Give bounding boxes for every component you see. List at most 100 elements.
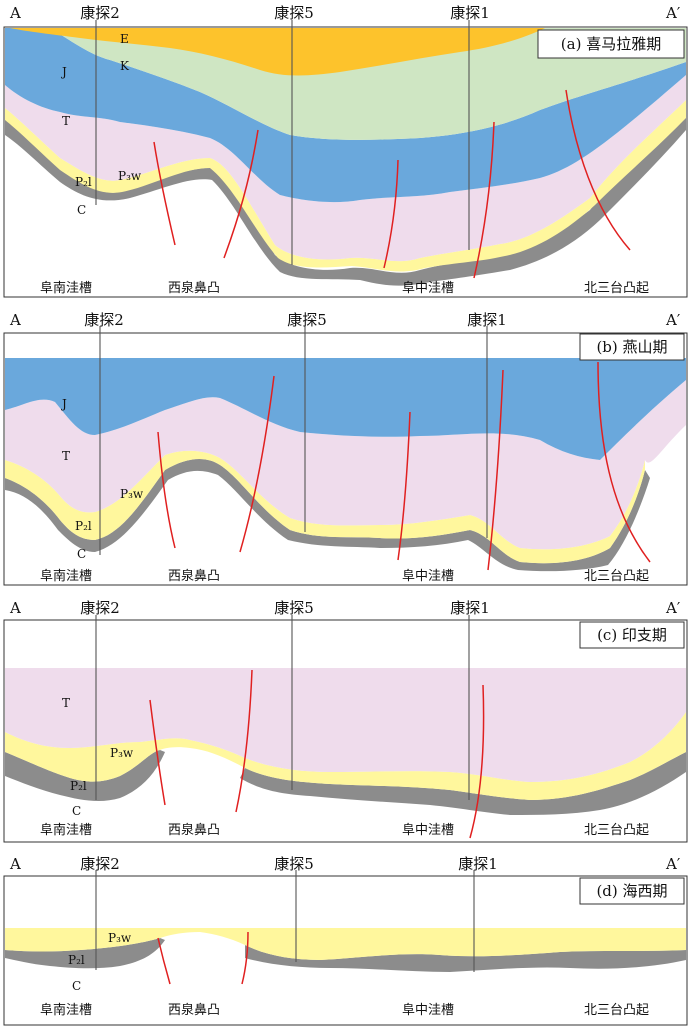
panel-c-layer-t xyxy=(5,668,686,782)
panel-a-unit-j: J xyxy=(60,65,67,79)
panel-a-fault-4 xyxy=(473,121,495,279)
panel-d-location-4: 北三台凸起 xyxy=(584,1003,649,1018)
panel-b-unit-j: J xyxy=(60,397,67,411)
panel-d-stage-box xyxy=(579,877,685,905)
panel-a-frame xyxy=(3,26,688,298)
panel-d-fault-2 xyxy=(241,931,249,985)
panel-a-stage-label: (a) 喜马拉雅期 xyxy=(561,35,661,53)
panel-c-well-label-1: 康探2 xyxy=(80,599,120,617)
panel-a-location-3: 阜中洼槽 xyxy=(402,280,454,296)
panel-a-fault-1 xyxy=(153,141,176,246)
panel-a-location-2: 西泉鼻凸 xyxy=(168,280,220,296)
panel-c-unit-t: T xyxy=(62,696,70,710)
panel-c-endpoint-left: A xyxy=(9,599,21,617)
panel-c-fault-1 xyxy=(149,699,166,806)
panel-a-unit-e: E xyxy=(120,32,129,46)
panel-c-layer-p3w xyxy=(5,712,686,800)
panel-b-unit-c: C xyxy=(77,547,86,561)
panel-d-endpoint-left: A xyxy=(9,855,21,873)
panel-a-well-label-2: 康探5 xyxy=(274,4,314,22)
panel-c-location-4: 北三台凸起 xyxy=(584,823,649,838)
panel-a-fault-3 xyxy=(383,159,399,269)
panel-d-well-label-2: 康探5 xyxy=(274,855,314,873)
panel-a-unit-c: C xyxy=(77,203,86,217)
panel-d-fault-1 xyxy=(157,937,171,985)
panel-a-layer-e xyxy=(10,28,545,76)
panel-d-unit-p3w: P₃w xyxy=(108,931,132,945)
panel-b-unit-t: T xyxy=(62,449,70,463)
panel-b: (b) 燕山期 康探2 康探5 康探1 A A′ J T P₃w P₂l C 阜… xyxy=(3,311,688,586)
panel-b-location-1: 阜南洼槽 xyxy=(40,568,92,584)
panel-a-well-label-1: 康探2 xyxy=(80,4,120,22)
panel-b-unit-p2l: P₂l xyxy=(75,519,92,533)
panel-a-layer-t xyxy=(5,75,686,262)
panel-c-layer-p2l xyxy=(5,750,686,815)
panel-b-layer-t xyxy=(5,380,686,550)
panel-d-well-label-1: 康探2 xyxy=(80,855,120,873)
panel-c-location-3: 阜中洼槽 xyxy=(402,822,454,838)
panel-d-layer-p2l xyxy=(5,938,686,972)
panel-c-well-label-3: 康探1 xyxy=(450,599,490,617)
panel-c-unit-c: C xyxy=(72,804,81,818)
panel-d-unit-c: C xyxy=(72,979,81,993)
panel-a-layer-j xyxy=(5,28,686,203)
panel-b-fault-3 xyxy=(397,411,411,561)
panel-b-stage-box xyxy=(579,333,685,361)
panel-d-well-label-3: 康探1 xyxy=(458,855,498,873)
panel-b-unit-p3w: P₃w xyxy=(120,487,144,501)
panel-c-unit-p2l: P₂l xyxy=(70,779,87,793)
panel-b-fault-4 xyxy=(487,369,504,571)
panel-c-frame xyxy=(3,619,688,843)
panel-c-endpoint-right: A′ xyxy=(665,599,681,617)
panel-a-layer-p3w xyxy=(5,100,686,272)
panel-b-layer-p2l xyxy=(5,458,650,572)
panel-a-stage-box xyxy=(537,29,685,59)
panel-a-unit-k: K xyxy=(120,59,130,73)
panel-c-stage-label: (c) 印支期 xyxy=(597,626,667,644)
panel-d-location-2: 西泉鼻凸 xyxy=(168,1002,220,1018)
panel-d-layer-p3w xyxy=(5,928,686,960)
panel-c-stage-box xyxy=(579,621,685,649)
panel-b-fault-2 xyxy=(239,375,275,553)
panel-b-frame xyxy=(3,332,688,586)
panel-b-stage-label: (b) 燕山期 xyxy=(596,338,667,356)
panel-a-endpoint-right: A′ xyxy=(665,4,681,22)
panel-d-location-1: 阜南洼槽 xyxy=(40,1002,92,1018)
panel-d-frame xyxy=(3,875,688,1026)
panel-b-fault-5 xyxy=(597,361,651,563)
panel-a-unit-p3w: P₃w xyxy=(118,169,142,183)
panel-c-location-2: 西泉鼻凸 xyxy=(168,822,220,838)
panel-c-location-1: 阜南洼槽 xyxy=(40,822,92,838)
panel-a: (a) 喜马拉雅期 康探2 康探5 康探1 A A′ E K J T P₃w P… xyxy=(3,4,688,298)
panel-b-well-label-2: 康探5 xyxy=(287,311,327,329)
panel-b-layer-p3w xyxy=(5,450,645,564)
panel-a-fault-2 xyxy=(223,129,259,259)
panel-c-well-label-2: 康探5 xyxy=(274,599,314,617)
panel-b-layer-j xyxy=(5,358,686,460)
panel-d-location-3: 阜中洼槽 xyxy=(402,1002,454,1018)
panel-a-layer-k xyxy=(50,28,686,140)
panel-b-endpoint-left: A xyxy=(9,311,21,329)
panel-d-stage-label: (d) 海西期 xyxy=(596,882,667,900)
panel-b-location-4: 北三台凸起 xyxy=(584,569,649,584)
panel-c: (c) 印支期 康探2 康探5 康探1 A A′ T P₃w P₂l C 阜南洼… xyxy=(3,599,688,843)
panel-b-well-label-3: 康探1 xyxy=(467,311,507,329)
panel-a-fault-5 xyxy=(565,89,631,251)
panel-c-unit-p3w: P₃w xyxy=(110,746,134,760)
panel-a-unit-t: T xyxy=(62,114,70,128)
panel-b-location-2: 西泉鼻凸 xyxy=(168,568,220,584)
panel-b-location-3: 阜中洼槽 xyxy=(402,568,454,584)
panel-a-unit-p2l: P₂l xyxy=(75,175,92,189)
panel-c-fault-2 xyxy=(235,669,253,813)
panel-d: (d) 海西期 康探2 康探5 康探1 A A′ P₃w P₂l C 阜南洼槽 … xyxy=(3,855,688,1026)
panel-a-location-1: 阜南洼槽 xyxy=(40,280,92,296)
panel-b-well-label-1: 康探2 xyxy=(84,311,124,329)
panel-b-fault-1 xyxy=(157,431,176,549)
panel-a-well-label-3: 康探1 xyxy=(450,4,490,22)
panel-a-endpoint-left: A xyxy=(9,4,21,22)
panel-a-location-4: 北三台凸起 xyxy=(584,281,649,296)
panel-d-endpoint-right: A′ xyxy=(665,855,681,873)
panel-d-unit-p2l: P₂l xyxy=(68,953,85,967)
panel-c-fault-3 xyxy=(469,684,485,839)
